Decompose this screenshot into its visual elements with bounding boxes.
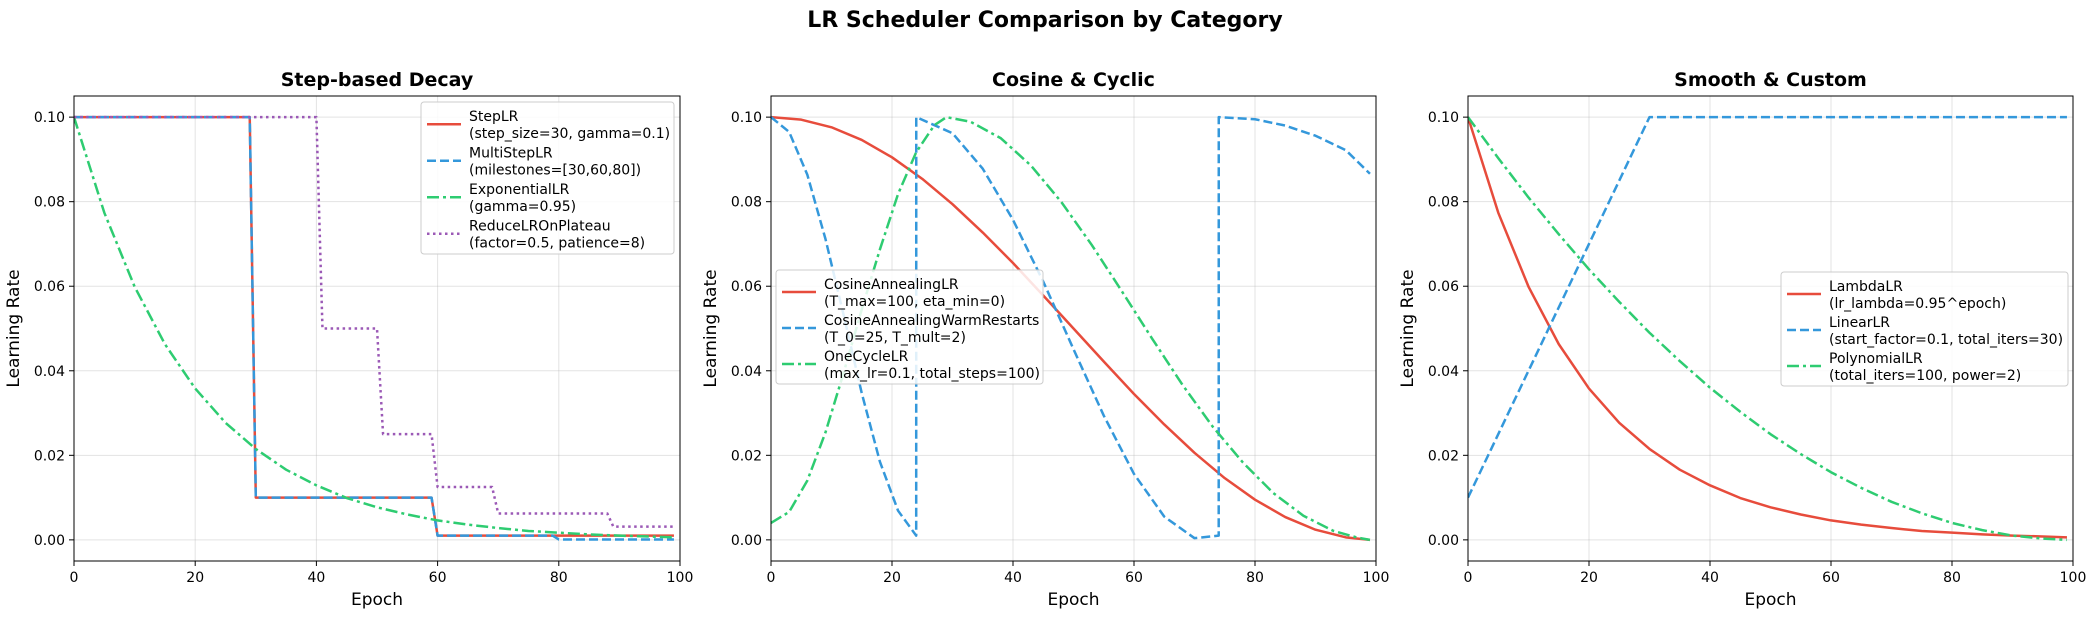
legend-box <box>1780 271 2069 387</box>
legend-label: StepLR <box>469 109 519 125</box>
series-line-linearlr <box>1468 115 2067 499</box>
legend-params: (milestones=[30,60,80]) <box>469 163 641 179</box>
y-tick-label: 0.06 <box>1428 279 1459 295</box>
x-tick-label: 40 <box>1701 570 1719 586</box>
subplot-title: Cosine & Cyclic <box>992 69 1155 91</box>
legend-params: (T_max=100, eta_min=0) <box>824 294 1005 310</box>
y-axis-label: Learning Rate <box>1398 269 1418 387</box>
axes-frame <box>770 95 1377 562</box>
subplot-2: 0 20 40 60 80 100 0.00 0.02 0.04 0.06 0.08 0.10 Cosi… <box>701 69 1389 610</box>
y-tick-label: 0.00 <box>1428 533 1459 549</box>
series-line-multisteplr <box>74 115 674 541</box>
series-line-polynomiallr <box>1468 116 2068 542</box>
y-tick-label: 0.10 <box>1428 110 1459 126</box>
series-line-cosineannealinglr <box>771 115 1371 542</box>
legend-box <box>420 101 675 255</box>
legend-params: (start_factor=0.1, total_iters=30) <box>1829 332 2063 348</box>
legend-params: (max_lr=0.1, total_steps=100) <box>824 366 1040 382</box>
x-tick-label: 60 <box>429 570 447 586</box>
subplot-1: 0 20 40 60 80 100 0.00 0.02 0.04 0.06 0.08 0.10 Step… <box>4 69 693 610</box>
legend: StepLR(step_size=30, gamma=0.1) MultiStep… <box>420 101 675 255</box>
y-tick-label: 0.02 <box>34 448 65 464</box>
y-axis-label: Learning Rate <box>701 269 721 387</box>
legend-label: ReduceLROnPlateau <box>469 219 611 235</box>
axes-frame <box>73 95 681 562</box>
legend-label: ExponentialLR <box>469 182 570 198</box>
y-tick-label: 0.04 <box>34 364 65 380</box>
y-tick-label: 0.04 <box>731 364 762 380</box>
y-tick-label: 0.04 <box>1428 364 1459 380</box>
x-axis-label: Epoch <box>351 590 403 610</box>
y-tick-label: 0.08 <box>731 195 762 211</box>
series-line-lambdalr <box>1468 116 2067 539</box>
subplots: 0 20 40 60 80 100 0.00 0.02 0.04 0.06 0.08 0.10 Step… <box>4 69 2086 610</box>
x-tick-label: 20 <box>883 570 901 586</box>
legend-label: PolynomialLR <box>1829 351 1923 367</box>
x-tick-label: 60 <box>1125 570 1143 586</box>
legend: LambdaLR(lr_lambda=0.95^epoch) LinearLR(s… <box>1780 271 2069 387</box>
legend-params: (factor=0.5, patience=8) <box>469 236 645 252</box>
x-axis-label: Epoch <box>1047 590 1099 610</box>
x-tick-label: 80 <box>1943 570 1961 586</box>
x-tick-label: 80 <box>1246 570 1264 586</box>
axes-frame <box>1467 95 2074 562</box>
legend-params: (gamma=0.95) <box>469 199 576 215</box>
legend-params: (total_iters=100, power=2) <box>1829 368 2021 384</box>
y-tick-label: 0.02 <box>1428 448 1459 464</box>
y-tick-label: 0.00 <box>34 533 65 549</box>
y-tick-label: 0.06 <box>34 279 65 295</box>
x-tick-label: 40 <box>307 570 325 586</box>
legend-params: (step_size=30, gamma=0.1) <box>469 126 670 142</box>
legend-params: (lr_lambda=0.95^epoch) <box>1829 296 2006 312</box>
x-tick-label: 20 <box>186 570 204 586</box>
x-tick-label: 0 <box>767 570 776 586</box>
legend-label: OneCycleLR <box>824 349 909 365</box>
subplot-title: Step-based Decay <box>281 69 474 91</box>
x-tick-label: 0 <box>1464 570 1473 586</box>
legend-label: MultiStepLR <box>469 146 553 162</box>
legend-label: LambdaLR <box>1829 279 1903 295</box>
x-tick-label: 40 <box>1004 570 1022 586</box>
x-tick-label: 80 <box>550 570 568 586</box>
y-tick-label: 0.08 <box>34 195 65 211</box>
x-tick-label: 100 <box>667 570 694 586</box>
figure-suptitle: LR Scheduler Comparison by Category <box>807 8 1282 33</box>
x-tick-label: 100 <box>1363 570 1390 586</box>
y-tick-label: 0.06 <box>731 279 762 295</box>
series-line-exponentiallr <box>74 116 674 539</box>
y-tick-label: 0.10 <box>34 110 65 126</box>
y-tick-label: 0.00 <box>731 533 762 549</box>
legend-box <box>775 269 1044 385</box>
x-tick-label: 0 <box>70 570 79 586</box>
subplot-title: Smooth & Custom <box>1674 69 1867 91</box>
subplot-3: 0 20 40 60 80 100 0.00 0.02 0.04 0.06 0.08 0.10 Smoo… <box>1398 69 2086 610</box>
legend-label: CosineAnnealingWarmRestarts <box>824 313 1039 329</box>
x-axis-label: Epoch <box>1744 590 1796 610</box>
series-line-onecyclelr <box>771 115 1371 542</box>
y-tick-label: 0.08 <box>1428 195 1459 211</box>
legend-params: (T_0=25, T_mult=2) <box>824 330 966 346</box>
legend: CosineAnnealingLR(T_max=100, eta_min=0) C… <box>775 269 1044 385</box>
x-tick-label: 60 <box>1822 570 1840 586</box>
x-tick-label: 20 <box>1580 570 1598 586</box>
legend-label: LinearLR <box>1829 315 1890 331</box>
x-tick-label: 100 <box>2060 570 2087 586</box>
y-tick-label: 0.10 <box>731 110 762 126</box>
y-axis-label: Learning Rate <box>4 269 24 387</box>
y-tick-label: 0.02 <box>731 448 762 464</box>
legend-label: CosineAnnealingLR <box>824 277 959 293</box>
